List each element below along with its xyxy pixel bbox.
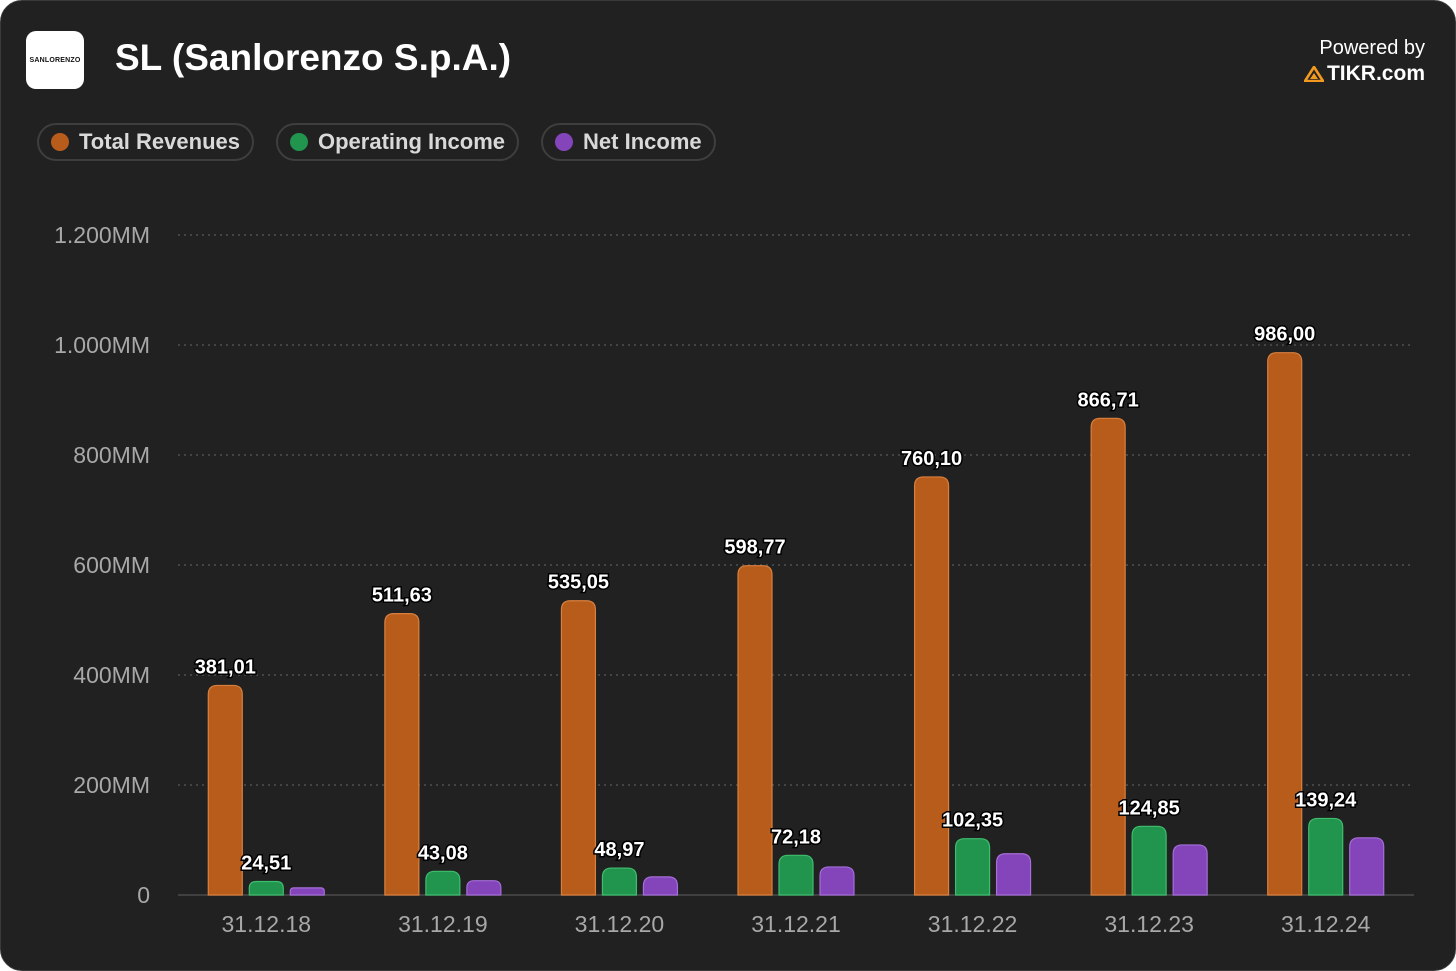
- bar-operating-income: [1308, 817, 1344, 896]
- x-tick-label: 31.12.21: [751, 911, 841, 937]
- legend-label: Net Income: [583, 129, 702, 154]
- bar-net-income: [642, 876, 679, 896]
- data-label: 48,97: [594, 839, 644, 861]
- bar-total-revenues: [560, 600, 597, 896]
- data-label: 102,35: [942, 810, 1003, 832]
- data-label: 986,00: [1254, 324, 1315, 346]
- total-revenues-dot-icon: [51, 133, 69, 151]
- brand-row: TIKR.com: [1303, 61, 1425, 86]
- data-label: 760,10: [901, 448, 962, 470]
- data-label: 866,71: [1078, 389, 1139, 411]
- bar-net-income: [466, 880, 502, 896]
- bar-total-revenues: [384, 613, 420, 896]
- legend-label: Operating Income: [317, 129, 506, 154]
- y-tick-label: 1.200MM: [54, 222, 150, 248]
- data-label: 381,01: [195, 656, 256, 678]
- bar-total-revenues: [1267, 352, 1303, 896]
- legend-label: Total Revenues: [79, 129, 240, 154]
- powered-by-badge[interactable]: Powered by TIKR.com: [1303, 36, 1425, 86]
- bar-net-income: [289, 887, 325, 896]
- bar-operating-income: [425, 870, 461, 896]
- x-tick-label: 31.12.23: [1104, 911, 1194, 937]
- bar-operating-income: [954, 838, 991, 896]
- x-tick-label: 31.12.22: [928, 911, 1018, 937]
- data-label: 139,24: [1295, 789, 1357, 811]
- bar-net-income: [819, 866, 855, 896]
- legend-net-income[interactable]: Net Income: [541, 123, 716, 161]
- y-tick-label: 400MM: [73, 662, 150, 688]
- net-income-dot-icon: [555, 133, 574, 151]
- bar-operating-income: [601, 867, 638, 896]
- x-tick-label: 31.12.19: [398, 911, 488, 937]
- legend-total-revenues[interactable]: Total Revenues: [37, 123, 254, 161]
- data-label: 511,63: [372, 585, 432, 607]
- bar-operating-income: [1131, 825, 1167, 896]
- powered-by-text: Powered by: [1319, 37, 1425, 59]
- data-label: 598,77: [724, 537, 785, 559]
- bar-total-revenues: [737, 565, 773, 896]
- bar-net-income: [995, 853, 1032, 896]
- y-tick-label: 1.000MM: [54, 332, 150, 358]
- bar-operating-income: [778, 854, 814, 896]
- bar-total-revenues: [913, 476, 950, 896]
- bar-net-income: [1349, 837, 1385, 896]
- bar-net-income: [1172, 844, 1208, 896]
- operating-income-dot-icon: [289, 133, 308, 151]
- company-logo: SANLORENZO: [26, 31, 84, 89]
- y-tick-label: 600MM: [73, 552, 150, 578]
- data-label: 72,18: [771, 826, 821, 848]
- y-tick-label: 800MM: [73, 442, 150, 468]
- data-label: 24,51: [241, 853, 291, 875]
- x-tick-label: 31.12.18: [222, 911, 312, 937]
- data-label: 43,08: [418, 842, 468, 864]
- page-title: SL (Sanlorenzo S.p.A.): [115, 37, 512, 78]
- tikr-logo-icon: [1303, 65, 1324, 82]
- data-label: 535,05: [548, 572, 609, 594]
- bar-total-revenues: [1090, 417, 1126, 896]
- data-label: 124,85: [1119, 797, 1180, 819]
- y-tick-label: 0: [137, 882, 150, 908]
- brand-name: TIKR.com: [1326, 62, 1425, 85]
- bar-total-revenues: [207, 684, 243, 896]
- legend: Total Revenues Operating Income Net Inco…: [37, 123, 716, 161]
- y-tick-label: 200MM: [73, 772, 150, 798]
- x-tick-label: 31.12.20: [575, 911, 665, 937]
- bar-operating-income: [248, 880, 284, 896]
- legend-operating-income[interactable]: Operating Income: [275, 123, 520, 161]
- x-tick-label: 31.12.24: [1281, 911, 1371, 937]
- logo-wordmark: SANLORENZO: [29, 56, 81, 64]
